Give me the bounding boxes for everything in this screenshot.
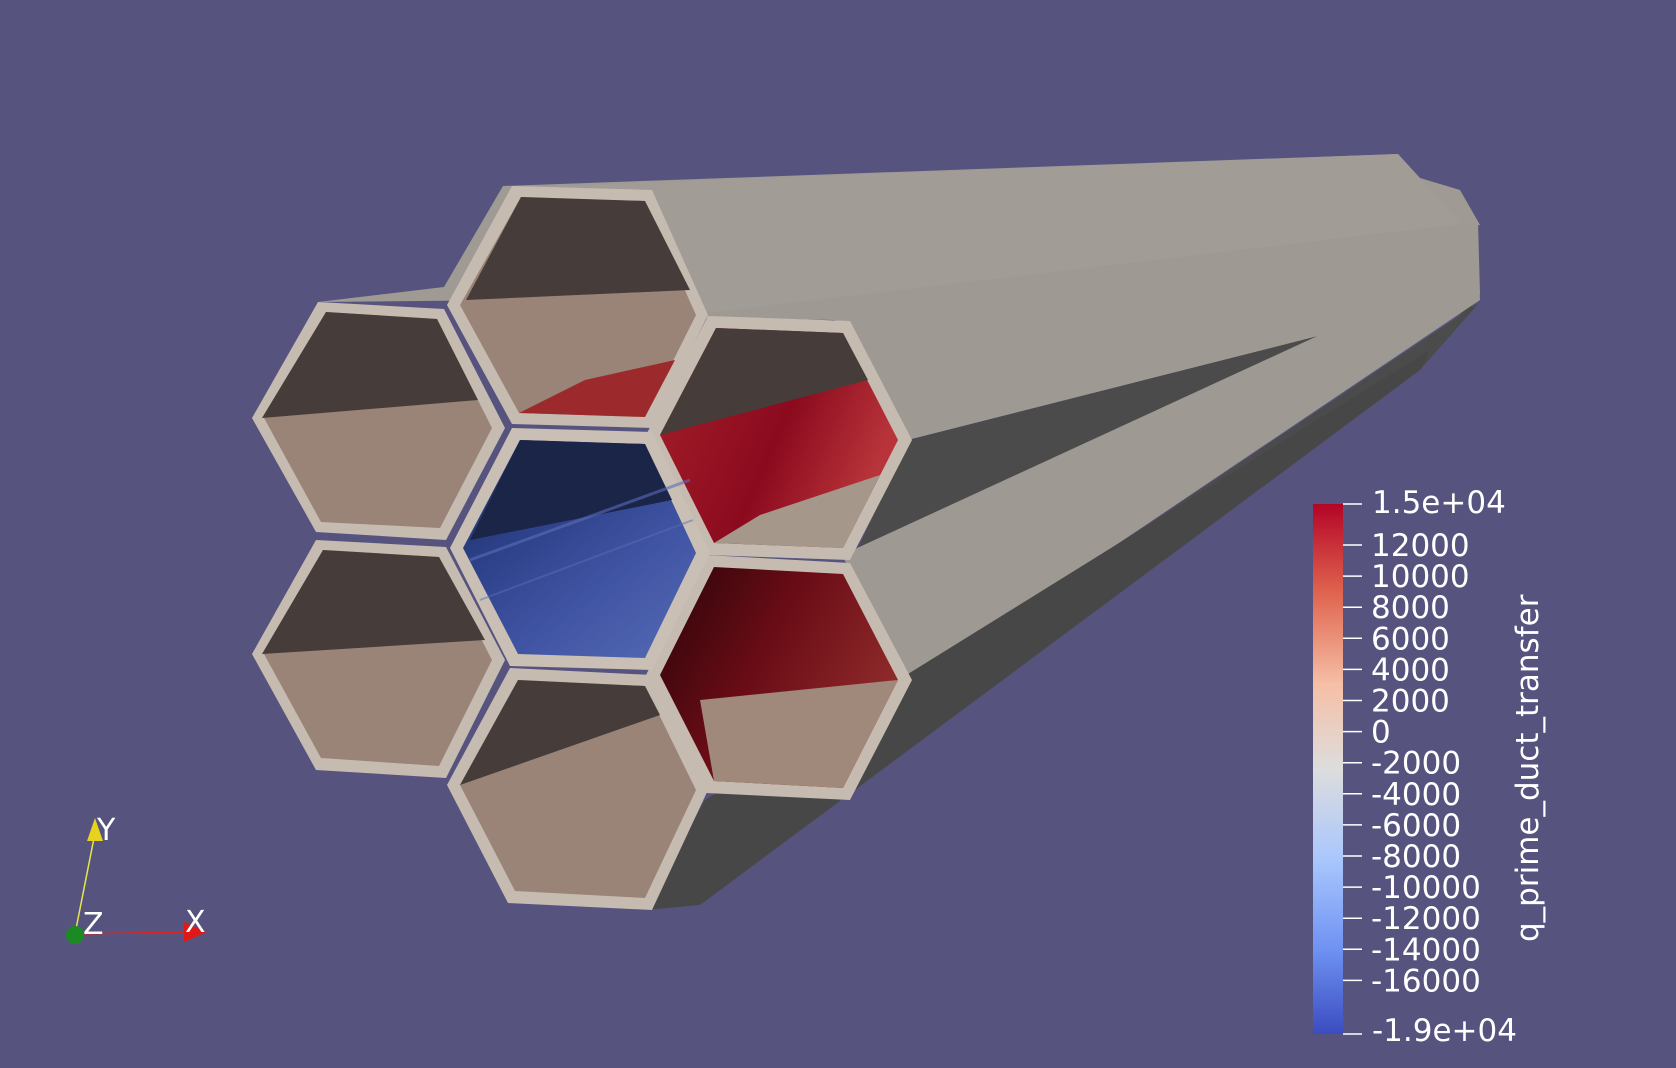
scalar-bar-min-label: -1.9e+04 <box>1372 1013 1517 1049</box>
scalar-bar: 120001000080006000400020000-2000-4000-60… <box>1313 485 1546 1049</box>
scalar-bar-tick-label: -8000 <box>1371 839 1461 875</box>
x-axis-label: X <box>185 905 206 940</box>
orientation-axes[interactable]: Y X Z <box>66 813 207 944</box>
scalar-bar-tick-label: -16000 <box>1371 963 1481 999</box>
scalar-bar-tick-label: -14000 <box>1371 932 1481 968</box>
z-axis-marker <box>66 926 84 944</box>
scalar-bar-tick-label: -4000 <box>1371 777 1461 813</box>
bundle-side-face-lower <box>842 262 1480 685</box>
scalar-bar-title: q_prime_duct_transfer <box>1510 594 1546 942</box>
duct-bottom[interactable] <box>447 668 708 910</box>
scalar-bar-tick-label: 6000 <box>1371 621 1450 657</box>
scalar-bar-tick-label: 0 <box>1371 715 1391 751</box>
z-axis-label: Z <box>83 907 104 942</box>
y-axis-label: Y <box>96 813 116 848</box>
scalar-bar-ticks: 120001000080006000400020000-2000-4000-60… <box>1343 503 1481 1035</box>
duct-lower-left[interactable] <box>252 540 505 778</box>
scalar-bar-tick-label: -12000 <box>1371 901 1481 937</box>
y-axis-line <box>74 832 96 935</box>
scalar-bar-tick-label: 10000 <box>1371 559 1470 595</box>
scalar-bar-tick-label: 2000 <box>1371 684 1450 720</box>
scalar-bar-tick-label: 8000 <box>1371 590 1450 626</box>
scalar-bar-gradient <box>1313 504 1343 1034</box>
x-axis-arrow <box>184 922 207 942</box>
bundle-top-face-upper <box>512 154 1460 312</box>
duct-upper-left[interactable] <box>252 302 505 540</box>
scalar-bar-tick-label: 4000 <box>1371 652 1450 688</box>
scalar-bar-tick-label: -6000 <box>1371 808 1461 844</box>
bundle-side-face-upper <box>662 222 1480 440</box>
duct-lower-right[interactable] <box>646 555 912 800</box>
scalar-bar-tick-label: -10000 <box>1371 870 1481 906</box>
scalar-bar-max-label: 1.5e+04 <box>1372 485 1506 521</box>
duct-center[interactable] <box>450 428 710 670</box>
scalar-bar-tick-label: -2000 <box>1371 746 1461 782</box>
scalar-bar-tick-label: 12000 <box>1371 528 1470 564</box>
duct-top[interactable] <box>447 186 708 428</box>
y-axis-arrow <box>87 818 103 841</box>
duct-upper-right[interactable] <box>646 316 912 560</box>
x-axis-line <box>74 931 191 935</box>
